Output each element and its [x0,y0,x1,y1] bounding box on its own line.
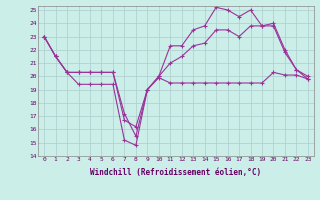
X-axis label: Windchill (Refroidissement éolien,°C): Windchill (Refroidissement éolien,°C) [91,168,261,177]
